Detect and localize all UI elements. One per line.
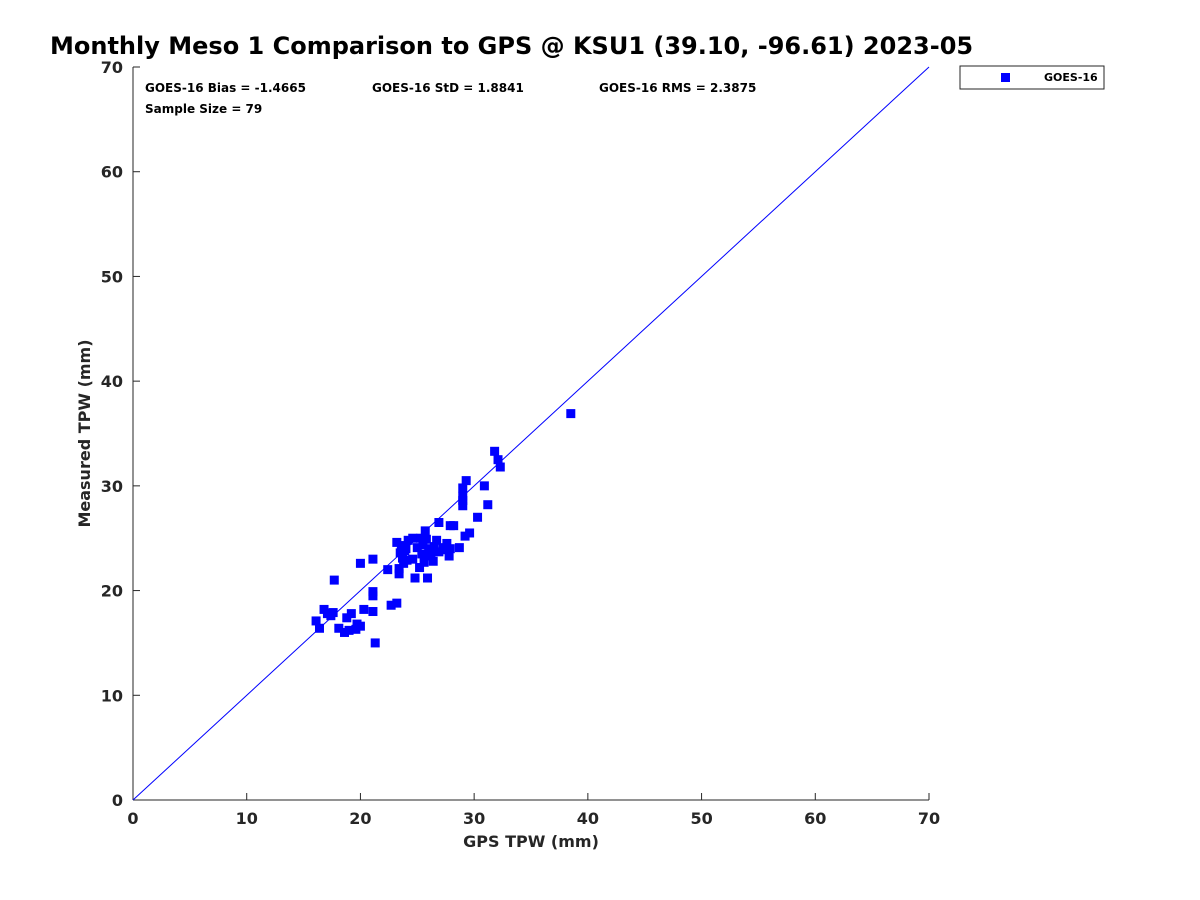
data-point	[432, 535, 442, 545]
sample-size-annotation: Sample Size = 79	[145, 102, 262, 116]
data-point	[392, 537, 402, 547]
y-axis-label: Measured TPW (mm)	[75, 339, 94, 527]
data-point	[566, 409, 576, 419]
data-point	[458, 483, 468, 493]
data-point	[426, 550, 436, 560]
y-tick-label: 70	[101, 58, 123, 77]
data-point	[403, 535, 413, 545]
data-point	[342, 613, 352, 623]
data-point	[368, 607, 378, 617]
data-point	[428, 556, 438, 566]
data-point	[368, 554, 378, 564]
x-tick-label: 50	[690, 809, 712, 828]
data-point	[394, 564, 404, 574]
data-point	[346, 609, 356, 619]
data-point	[410, 573, 420, 583]
data-point	[311, 616, 321, 626]
x-axis-ticks: 0 10 20 30 40 50 60 70	[127, 793, 940, 828]
data-point	[402, 555, 412, 565]
data-point	[412, 543, 422, 553]
one-to-one-reference-line	[132, 66, 930, 801]
x-tick-label: 40	[577, 809, 599, 828]
bias-annotation: GOES-16 Bias = -1.4665	[145, 81, 306, 95]
data-point	[454, 543, 464, 553]
data-point	[434, 518, 444, 528]
data-point	[419, 557, 429, 567]
legend-marker-goes16	[1001, 73, 1010, 82]
scatter-series-goes16	[311, 409, 576, 648]
data-point	[386, 600, 396, 610]
data-point	[359, 604, 369, 614]
data-point	[458, 491, 468, 501]
data-point	[344, 625, 354, 635]
data-point	[370, 638, 380, 648]
data-point	[479, 481, 489, 491]
data-point	[465, 528, 475, 538]
data-point	[340, 627, 350, 637]
y-tick-label: 30	[101, 477, 123, 496]
data-point	[351, 624, 361, 634]
y-tick-label: 50	[101, 267, 123, 286]
x-tick-label: 70	[918, 809, 940, 828]
chart-title: Monthly Meso 1 Comparison to GPS @ KSU1 …	[50, 32, 973, 60]
legend-box	[959, 65, 1105, 90]
data-point	[493, 455, 503, 465]
legend: GOES-16	[959, 65, 1105, 90]
data-point	[483, 500, 493, 510]
x-tick-label: 60	[804, 809, 826, 828]
y-tick-label: 20	[101, 582, 123, 601]
x-tick-label: 0	[127, 809, 138, 828]
y-tick-label: 10	[101, 686, 123, 705]
data-point	[328, 608, 338, 618]
data-point	[490, 446, 500, 456]
y-tick-label: 60	[101, 163, 123, 182]
y-axis-ticks: 0 10 20 30 40 50 60 70	[101, 58, 140, 810]
data-point	[314, 623, 324, 633]
x-axis-label: GPS TPW (mm)	[463, 832, 599, 851]
data-point	[400, 546, 410, 556]
data-point	[449, 521, 459, 531]
data-point	[398, 553, 408, 563]
data-point	[416, 533, 426, 543]
data-point	[329, 575, 339, 585]
data-point	[408, 533, 418, 543]
data-point	[460, 531, 470, 541]
data-point	[461, 476, 471, 486]
y-tick-label: 40	[101, 372, 123, 391]
x-tick-label: 30	[463, 809, 485, 828]
data-point	[421, 534, 431, 544]
data-point	[420, 526, 430, 536]
data-point	[473, 512, 483, 522]
data-point	[417, 549, 427, 559]
data-point	[445, 544, 455, 554]
data-point	[396, 541, 406, 551]
data-point	[355, 621, 365, 631]
x-tick-label: 10	[236, 809, 258, 828]
data-point	[395, 548, 405, 558]
data-point	[444, 551, 454, 561]
data-point	[408, 554, 418, 564]
data-point	[440, 545, 450, 555]
data-point	[429, 542, 439, 552]
data-point	[423, 573, 433, 583]
data-point	[355, 558, 365, 568]
data-point	[334, 623, 344, 633]
data-point	[418, 539, 428, 549]
data-point	[383, 565, 393, 575]
data-point	[434, 547, 444, 557]
legend-label-goes16: GOES-16	[1044, 71, 1098, 84]
data-point	[394, 569, 404, 579]
data-point	[495, 462, 505, 472]
data-point	[392, 598, 402, 608]
y-tick-label: 0	[112, 791, 123, 810]
x-tick-label: 20	[349, 809, 371, 828]
data-point	[415, 563, 425, 573]
std-annotation: GOES-16 StD = 1.8841	[372, 81, 524, 95]
data-point	[442, 538, 452, 548]
data-point	[368, 587, 378, 597]
rms-annotation: GOES-16 RMS = 2.3875	[599, 81, 756, 95]
data-point	[458, 501, 468, 511]
